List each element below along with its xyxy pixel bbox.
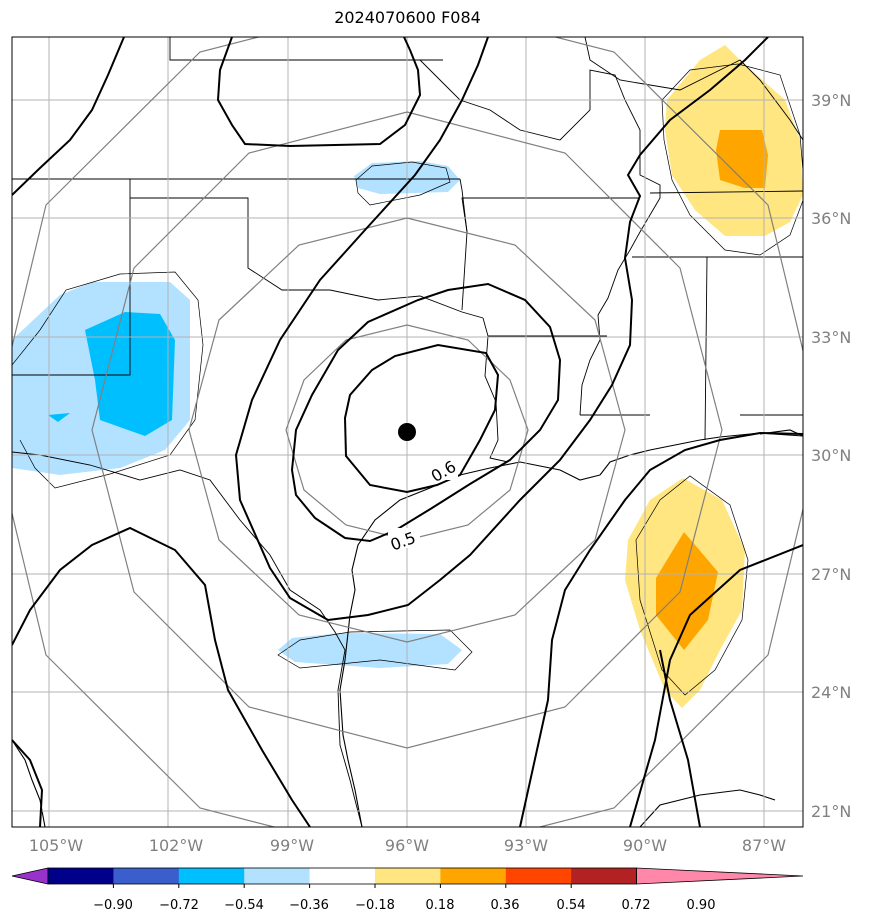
colorbar-segment	[571, 868, 638, 884]
range-ring-2	[188, 217, 626, 643]
range-ring-4	[12, 37, 803, 827]
colorbar-tick-label: −0.90	[93, 898, 133, 913]
lon-label-96w: 96°W	[385, 836, 429, 855]
colorbar-extend-low	[11, 867, 49, 885]
outline-southeast	[635, 475, 749, 696]
colorbar-segment	[48, 868, 114, 884]
border-louisiana	[482, 317, 509, 463]
contour-label-group: 0.6 0.5	[388, 457, 459, 555]
outline-northeast	[661, 63, 803, 256]
positive-region-northeast-core	[716, 130, 768, 188]
range-ring-3	[91, 111, 723, 749]
lat-label-30n: 30°N	[811, 446, 851, 465]
lon-label-102w: 102°W	[149, 836, 204, 855]
yucatan-coast	[639, 789, 776, 827]
gulf-coast-louisiana	[599, 432, 803, 476]
lat-label-39n: 39°N	[811, 91, 851, 110]
colorbar-segment	[309, 868, 376, 884]
lat-label-27n: 27°N	[811, 565, 851, 584]
contour-0-5	[234, 37, 489, 621]
colorbar-segment	[178, 868, 245, 884]
contour-northwest	[12, 37, 125, 196]
colorbar	[11, 867, 804, 888]
longitude-labels: 105°W 102°W 99°W 96°W 93°W 90°W 87°W	[29, 836, 786, 855]
border-ky-tn	[649, 190, 803, 194]
border-missouri-east	[459, 178, 468, 311]
colorbar-tick-label: −0.18	[355, 898, 395, 913]
contour-label-bg-0-5	[388, 528, 420, 548]
colorbar-tick-label: 0.90	[687, 898, 716, 913]
thick-contours	[12, 37, 803, 827]
border-ok-tx-north	[130, 197, 484, 319]
colorbar-tick-label: 0.36	[491, 898, 520, 913]
lon-label-87w: 87°W	[742, 836, 786, 855]
colorbar-tick-label: −0.54	[224, 898, 264, 913]
colorbar-segment	[375, 868, 441, 884]
contour-label-bg-0-6	[428, 460, 458, 480]
colorbar-tick-label: 0.54	[557, 898, 586, 913]
contour-east	[629, 544, 803, 827]
border-mexico-us	[12, 451, 363, 827]
lon-label-105w: 105°W	[29, 836, 84, 855]
colorbar-segment	[440, 868, 507, 884]
lon-label-90w: 90°W	[623, 836, 667, 855]
lat-label-36n: 36°N	[811, 209, 851, 228]
colorbar-tick-labels: −0.90 −0.72 −0.54 −0.36 −0.18 0.18 0.36 …	[93, 898, 715, 913]
contour-west	[12, 526, 311, 827]
lat-label-33n: 33°N	[811, 328, 851, 347]
border-ohio-river	[584, 37, 803, 141]
contour-east-lower	[659, 649, 701, 827]
contour-0-6	[290, 282, 562, 543]
border-ms-al	[704, 256, 708, 441]
anomaly-fills	[12, 45, 803, 708]
border-mississippi-river	[419, 59, 661, 416]
negative-region-west-spot	[48, 413, 70, 422]
contour-north-ridge	[216, 37, 422, 148]
lon-label-99w: 99°W	[270, 836, 314, 855]
map-area: 0.6 0.5	[12, 37, 803, 827]
colorbar-outline	[47, 867, 637, 885]
contour-inner-ring	[343, 343, 500, 494]
political-boundaries	[12, 37, 803, 827]
colorbar-extend-high	[636, 867, 804, 885]
storm-center-dot	[398, 423, 416, 441]
outline-south	[277, 629, 473, 671]
lat-label-21n: 21°N	[811, 802, 851, 821]
colorbar-tick-label: 0.18	[426, 898, 455, 913]
border-ar-la	[461, 197, 640, 233]
colorbar-segment	[505, 868, 572, 884]
gulf-coast-texas	[339, 461, 601, 827]
contour-southeast	[519, 431, 803, 827]
thin-outline-contours	[12, 63, 803, 696]
border-colorado-nebraska	[169, 37, 443, 61]
map-frame	[11, 36, 804, 828]
outline-north	[355, 161, 451, 206]
border-oklahoma-panhandle	[12, 179, 131, 376]
contour-0-5-east	[327, 37, 769, 621]
latitude-labels: 39°N 36°N 33°N 30°N 27°N 24°N 21°N	[811, 91, 851, 821]
colorbar-segment	[113, 868, 180, 884]
positive-region-southeast-core	[656, 532, 718, 650]
colorbar-tick-label: −0.36	[289, 898, 329, 913]
lat-label-24n: 24°N	[811, 683, 851, 702]
lon-label-93w: 93°W	[504, 836, 548, 855]
contour-southwest	[12, 739, 44, 827]
colorbar-tick-label: −0.72	[159, 898, 199, 913]
colorbar-segment	[244, 868, 311, 884]
negative-region-south	[278, 633, 462, 668]
colorbar-tick-label: 0.72	[622, 898, 651, 913]
outline-west	[12, 271, 204, 489]
map-title: 2024070600 F084	[334, 8, 481, 27]
